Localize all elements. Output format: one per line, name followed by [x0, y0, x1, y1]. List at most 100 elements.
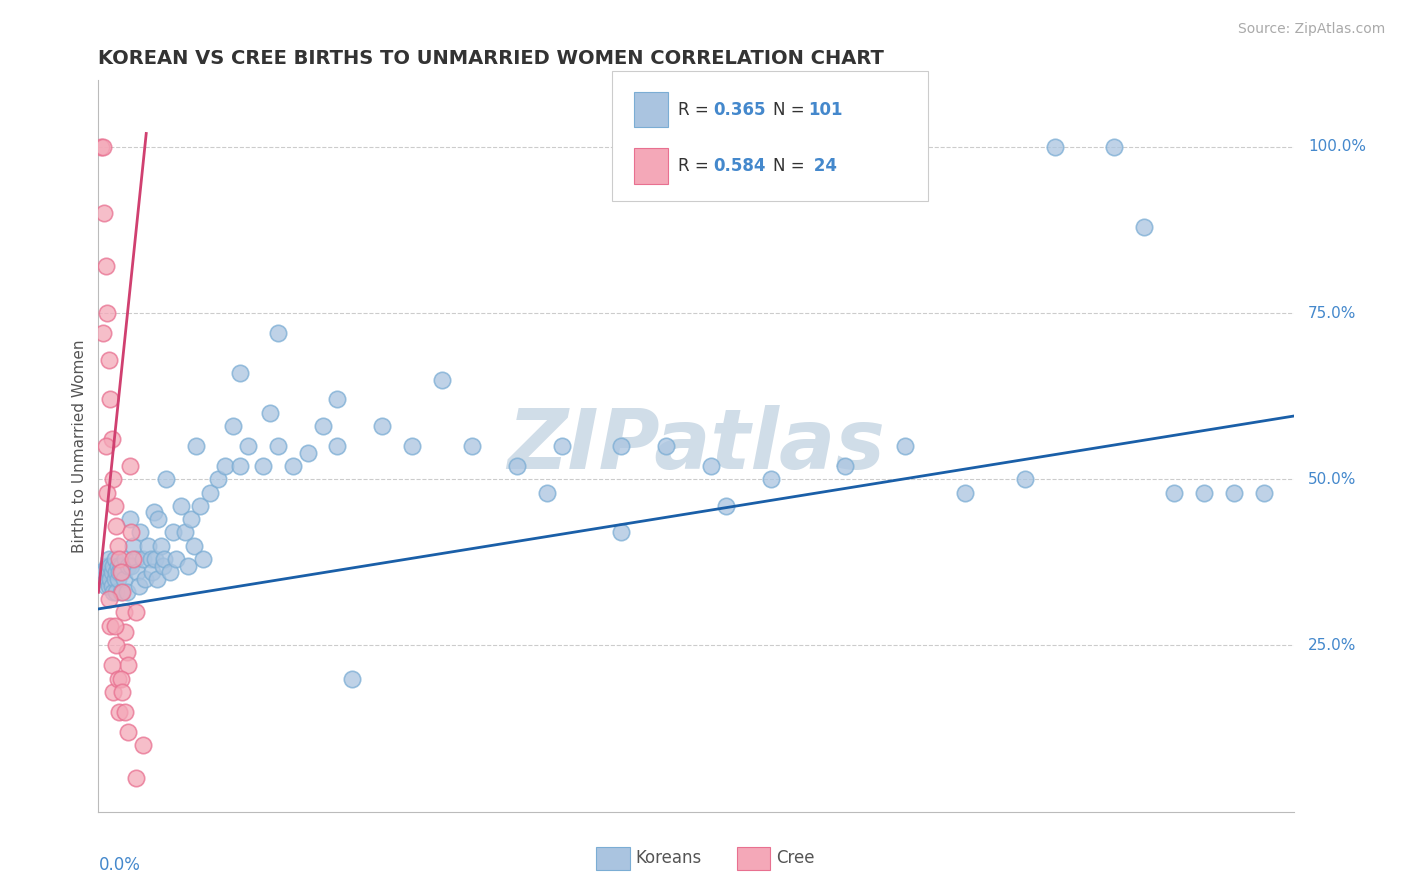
Point — [97, 591, 120, 606]
Point — [111, 685, 134, 699]
Point — [1133, 219, 1156, 234]
Text: 24: 24 — [808, 157, 838, 175]
Point — [953, 485, 976, 500]
Point — [91, 140, 114, 154]
Point — [117, 658, 139, 673]
Point — [1104, 140, 1126, 154]
Point — [114, 625, 136, 640]
Point — [97, 579, 120, 593]
Point — [152, 558, 174, 573]
Point — [91, 326, 114, 340]
Point — [98, 618, 122, 632]
Point — [125, 552, 148, 566]
Point — [104, 552, 127, 566]
Point — [90, 140, 112, 154]
Text: 100.0%: 100.0% — [1308, 139, 1365, 154]
Point — [610, 525, 633, 540]
Point — [117, 725, 139, 739]
Point — [153, 552, 176, 566]
Text: KOREAN VS CREE BIRTHS TO UNMARRIED WOMEN CORRELATION CHART: KOREAN VS CREE BIRTHS TO UNMARRIED WOMEN… — [98, 48, 884, 68]
Point — [120, 525, 142, 540]
Point — [94, 260, 117, 274]
Point — [188, 499, 211, 513]
Point — [103, 585, 125, 599]
Point — [105, 566, 128, 580]
Point — [1192, 485, 1215, 500]
Text: N =: N = — [773, 157, 810, 175]
Point — [108, 566, 131, 580]
Point — [174, 525, 197, 540]
Point — [129, 525, 152, 540]
Point — [108, 552, 131, 566]
Point — [326, 392, 349, 407]
Text: Koreans: Koreans — [636, 849, 702, 867]
Point — [136, 539, 159, 553]
Point — [342, 672, 364, 686]
Text: 0.584: 0.584 — [713, 157, 765, 175]
Text: 0.0%: 0.0% — [98, 855, 141, 873]
Point — [169, 499, 191, 513]
Point — [536, 485, 558, 500]
Point — [103, 558, 125, 573]
Text: R =: R = — [678, 101, 714, 119]
Point — [115, 585, 138, 599]
Text: 0.365: 0.365 — [713, 101, 765, 119]
Point — [134, 572, 156, 586]
Point — [125, 605, 148, 619]
Point — [110, 566, 132, 580]
Point — [97, 552, 120, 566]
Point — [461, 439, 484, 453]
Point — [104, 499, 127, 513]
Point — [229, 366, 252, 380]
Point — [90, 566, 112, 580]
Point — [297, 445, 319, 459]
Point — [118, 458, 141, 473]
Point — [326, 439, 349, 453]
Point — [101, 566, 124, 580]
Point — [101, 658, 124, 673]
Point — [96, 306, 118, 320]
Point — [177, 558, 200, 573]
Point — [143, 552, 166, 566]
Point — [700, 458, 723, 473]
Point — [111, 566, 134, 580]
Point — [93, 566, 115, 580]
Point — [252, 458, 274, 473]
Point — [259, 406, 281, 420]
Point — [150, 539, 173, 553]
Y-axis label: Births to Unmarried Women: Births to Unmarried Women — [72, 339, 87, 553]
Point — [94, 579, 117, 593]
Point — [107, 672, 129, 686]
Point — [165, 552, 187, 566]
Text: R =: R = — [678, 157, 714, 175]
Point — [98, 572, 122, 586]
Point — [550, 439, 572, 453]
Point — [267, 439, 290, 453]
Point — [834, 458, 856, 473]
Point — [1014, 472, 1036, 486]
Point — [506, 458, 529, 473]
Point — [145, 572, 167, 586]
Text: 25.0%: 25.0% — [1308, 638, 1357, 653]
Point — [98, 392, 122, 407]
Point — [121, 539, 143, 553]
Point — [401, 439, 423, 453]
Point — [105, 518, 128, 533]
Point — [229, 458, 252, 473]
Point — [107, 558, 129, 573]
Point — [1223, 485, 1246, 500]
Point — [1043, 140, 1066, 154]
Point — [111, 585, 134, 599]
Text: 101: 101 — [808, 101, 844, 119]
Point — [115, 645, 138, 659]
Point — [114, 552, 136, 566]
Point — [759, 472, 782, 486]
Point — [97, 566, 120, 580]
Point — [93, 206, 115, 220]
Point — [132, 552, 155, 566]
Point — [311, 419, 333, 434]
Point — [714, 499, 737, 513]
Point — [105, 585, 128, 599]
Point — [96, 485, 118, 500]
Point — [96, 572, 118, 586]
